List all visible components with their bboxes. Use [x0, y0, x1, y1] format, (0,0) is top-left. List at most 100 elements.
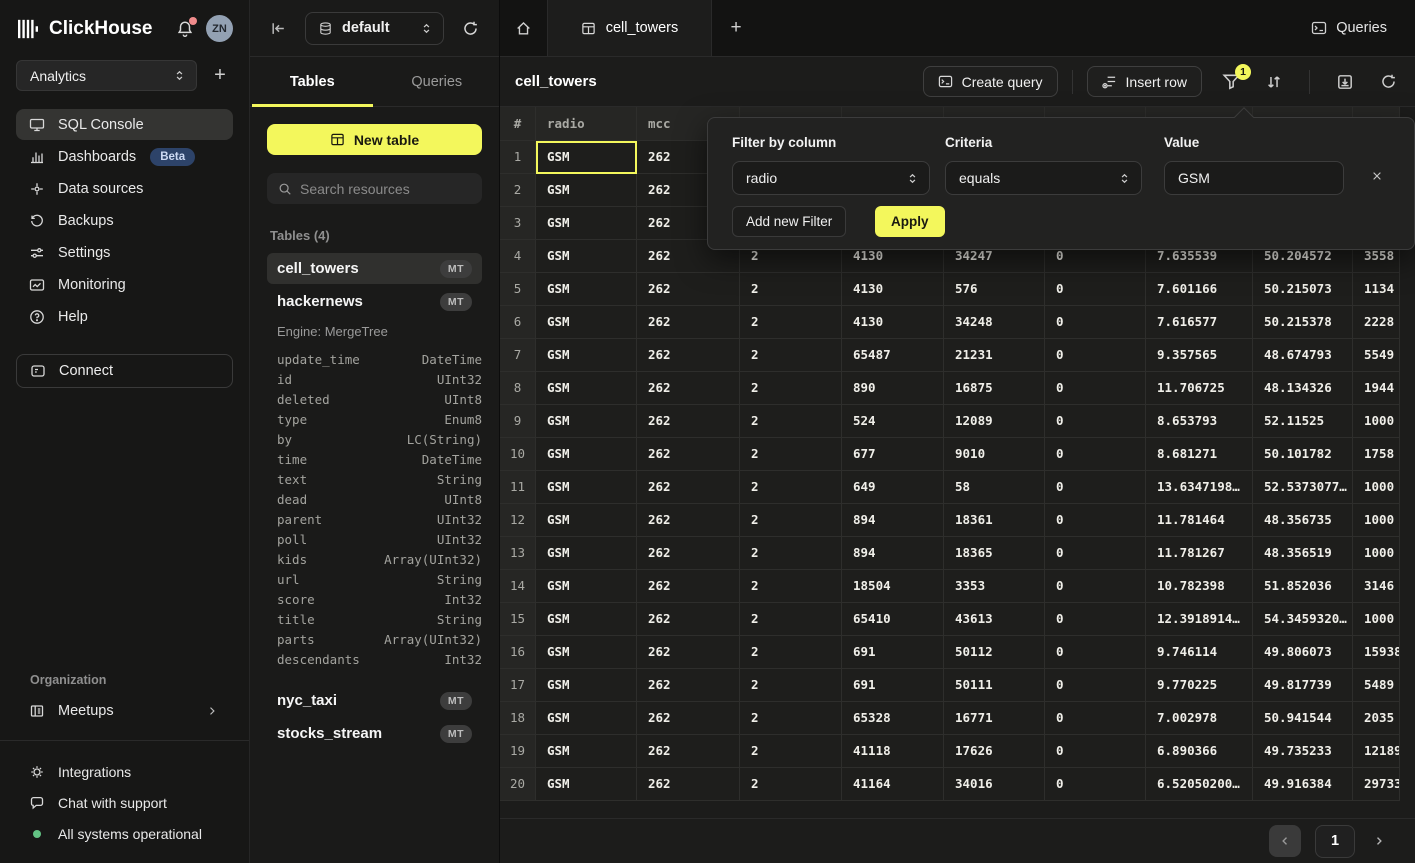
cell[interactable]: 2	[740, 735, 842, 768]
cell[interactable]: 2	[740, 570, 842, 603]
database-selector[interactable]: default	[305, 11, 444, 45]
sidebar-item-chat-with-support[interactable]: Chat with support	[16, 788, 233, 818]
cell[interactable]: 16771	[944, 702, 1045, 735]
cell[interactable]: 9.746114	[1146, 636, 1253, 669]
cell[interactable]: 13.6347198…	[1146, 471, 1253, 504]
search-resources-input[interactable]	[300, 180, 471, 197]
cell[interactable]: 894	[842, 537, 944, 570]
cell[interactable]: GSM	[536, 405, 637, 438]
cell[interactable]: 0	[1045, 273, 1146, 306]
cell[interactable]: 262	[637, 306, 740, 339]
cell[interactable]: 262	[637, 735, 740, 768]
cell[interactable]: 0	[1045, 471, 1146, 504]
cell[interactable]: 0	[1045, 636, 1146, 669]
cell[interactable]: GSM	[536, 141, 637, 174]
cell[interactable]: 18504	[842, 570, 944, 603]
cell[interactable]: 11.781267	[1146, 537, 1253, 570]
cell[interactable]: GSM	[536, 306, 637, 339]
cell[interactable]: GSM	[536, 240, 637, 273]
cell[interactable]: GSM	[536, 603, 637, 636]
cell[interactable]: 8.681271	[1146, 438, 1253, 471]
cell[interactable]: 2	[740, 603, 842, 636]
cell[interactable]: 262	[637, 636, 740, 669]
cell[interactable]: 15938	[1353, 636, 1400, 669]
tab-queries[interactable]: Queries	[375, 57, 500, 106]
cell[interactable]: 43613	[944, 603, 1045, 636]
cell[interactable]: 29733	[1353, 768, 1400, 801]
cell[interactable]: 49.916384	[1253, 768, 1353, 801]
next-page-button[interactable]	[1369, 835, 1389, 847]
cell[interactable]: 51.852036	[1253, 570, 1353, 603]
cell[interactable]: 49.806073	[1253, 636, 1353, 669]
sidebar-item-integrations[interactable]: Integrations	[16, 757, 233, 787]
cell[interactable]: 3146	[1353, 570, 1400, 603]
cell[interactable]: 12189	[1353, 735, 1400, 768]
cell[interactable]: 65328	[842, 702, 944, 735]
cell[interactable]: 58	[944, 471, 1045, 504]
cell[interactable]: GSM	[536, 438, 637, 471]
cell[interactable]: 1000	[1353, 405, 1400, 438]
cell[interactable]: 1000	[1353, 537, 1400, 570]
cell[interactable]: 49.735233	[1253, 735, 1353, 768]
cell[interactable]: 1944	[1353, 372, 1400, 405]
workspace-selector[interactable]: Analytics	[16, 60, 197, 91]
cell[interactable]: 11.781464	[1146, 504, 1253, 537]
refresh-tables-icon[interactable]	[462, 20, 479, 37]
cell[interactable]: 576	[944, 273, 1045, 306]
tab-tables[interactable]: Tables	[250, 57, 375, 107]
cell[interactable]: 65410	[842, 603, 944, 636]
create-query-button[interactable]: Create query	[922, 66, 1058, 97]
cell[interactable]: 65487	[842, 339, 944, 372]
cell[interactable]: 50.215378	[1253, 306, 1353, 339]
criteria-select[interactable]: equals	[945, 161, 1142, 195]
cell[interactable]: 262	[637, 438, 740, 471]
sidebar-item-all-systems-operational[interactable]: All systems operational	[16, 819, 233, 849]
cell[interactable]: 894	[842, 504, 944, 537]
cell[interactable]: 649	[842, 471, 944, 504]
cell[interactable]: 4130	[842, 273, 944, 306]
cell[interactable]: 262	[637, 702, 740, 735]
column-header[interactable]: radio	[536, 107, 637, 141]
collapse-panel-icon[interactable]	[270, 20, 287, 37]
cell[interactable]: 262	[637, 372, 740, 405]
cell[interactable]: 2	[740, 438, 842, 471]
cell[interactable]: 2	[740, 372, 842, 405]
add-workspace-button[interactable]: +	[214, 64, 226, 86]
cell[interactable]: 0	[1045, 372, 1146, 405]
cell[interactable]: 262	[637, 537, 740, 570]
cell[interactable]: 2	[740, 405, 842, 438]
new-table-button[interactable]: New table	[267, 124, 482, 155]
cell[interactable]: 54.3459320…	[1253, 603, 1353, 636]
cell[interactable]: 50111	[944, 669, 1045, 702]
cell[interactable]: 1758	[1353, 438, 1400, 471]
cell[interactable]: 0	[1045, 603, 1146, 636]
cell[interactable]: 16875	[944, 372, 1045, 405]
cell[interactable]: 262	[637, 273, 740, 306]
sidebar-item-help[interactable]: Help	[16, 301, 233, 332]
cell[interactable]: 7.002978	[1146, 702, 1253, 735]
cell[interactable]: 0	[1045, 735, 1146, 768]
cell[interactable]: GSM	[536, 504, 637, 537]
cell[interactable]: GSM	[536, 174, 637, 207]
cell[interactable]: 890	[842, 372, 944, 405]
cell[interactable]: 262	[637, 570, 740, 603]
cell[interactable]: 2228	[1353, 306, 1400, 339]
cell[interactable]: 12.3918914…	[1146, 603, 1253, 636]
cell[interactable]: 49.817739	[1253, 669, 1353, 702]
sort-button[interactable]	[1265, 73, 1283, 91]
cell[interactable]: 50.941544	[1253, 702, 1353, 735]
cell[interactable]: GSM	[536, 735, 637, 768]
current-page[interactable]: 1	[1315, 824, 1355, 858]
sidebar-item-settings[interactable]: Settings	[16, 237, 233, 268]
connect-button[interactable]: Connect	[16, 354, 233, 388]
cell[interactable]: 50.101782	[1253, 438, 1353, 471]
home-button[interactable]	[500, 0, 547, 56]
cell[interactable]: 9.357565	[1146, 339, 1253, 372]
cell[interactable]: GSM	[536, 570, 637, 603]
cell[interactable]: 2	[740, 306, 842, 339]
cell[interactable]: 10.782398	[1146, 570, 1253, 603]
cell[interactable]: 2	[740, 273, 842, 306]
sidebar-item-backups[interactable]: Backups	[16, 205, 233, 236]
cell[interactable]: 2	[740, 636, 842, 669]
cell[interactable]: 52.11525	[1253, 405, 1353, 438]
